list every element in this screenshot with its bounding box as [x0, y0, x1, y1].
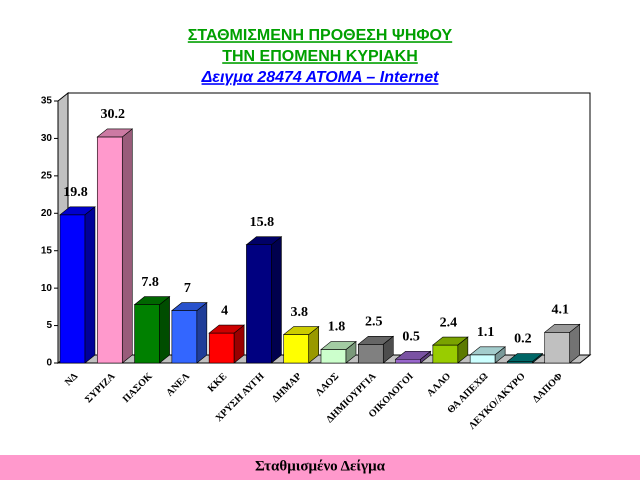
y-tick-label: 15: [41, 245, 53, 256]
value-label: 2.4: [440, 315, 458, 330]
y-tick-label: 10: [41, 283, 53, 294]
value-label: 30.2: [101, 107, 126, 122]
bar-top: [357, 335, 395, 345]
bar: [59, 206, 96, 364]
value-label: 3.8: [290, 305, 308, 320]
bar-top: [320, 341, 357, 350]
bar-front: [357, 343, 384, 364]
bar-top: [245, 236, 283, 246]
bar-top: [96, 128, 134, 138]
bar-side: [84, 206, 96, 364]
bar: [357, 335, 395, 364]
chart-title: ΤΗΝ ΕΠΟΜΕΝΗ ΚΥΡΙΑΚΗ: [222, 48, 418, 65]
chart-title: ΣΤΑΘΜΙΣΜΕΝΗ ΠΡΟΘΕΣΗ ΨΗΦΟΥ: [188, 27, 453, 44]
x-tick-label: ΠΑΣΟΚ: [121, 371, 155, 405]
value-label: 7.8: [141, 275, 159, 290]
bar-top: [394, 350, 432, 360]
bar-front: [171, 310, 198, 364]
bar-front: [96, 136, 123, 364]
value-label: 1.1: [477, 325, 495, 340]
x-tick-label: ΑΛΛΟ: [425, 371, 453, 399]
y-tick-label: 35: [41, 96, 53, 107]
bar-side: [121, 128, 133, 364]
bar-front: [208, 332, 235, 364]
x-tick-label: ΔΗΜΑΡ: [270, 371, 304, 405]
y-tick-label: 25: [41, 170, 53, 181]
value-label: 2.5: [365, 315, 383, 330]
bar: [469, 346, 506, 364]
y-tick-label: 0: [46, 358, 52, 369]
bar-top: [432, 336, 469, 346]
bar: [320, 340, 357, 364]
bar-front: [432, 344, 459, 364]
value-label: 4.1: [551, 303, 569, 318]
bar-front: [134, 304, 160, 364]
x-tick-label: ΝΔ: [63, 370, 81, 388]
bar: [245, 236, 283, 364]
x-tick-label: ΚΚΕ: [206, 371, 230, 395]
footer: Σταθμισμένο Δείγμα: [255, 458, 386, 474]
x-tick-label: ΣΥΡΙΖΑ: [83, 370, 118, 405]
bar-front: [469, 354, 496, 364]
bar-top: [469, 346, 506, 356]
bar-front: [283, 334, 310, 364]
bar-top: [133, 296, 171, 305]
bar: [394, 350, 432, 364]
value-label: 0.2: [514, 332, 532, 347]
bar: [506, 352, 544, 364]
bar-top: [282, 326, 320, 335]
bar: [543, 323, 581, 364]
bar: [208, 324, 245, 364]
value-label: 1.8: [328, 320, 346, 335]
y-tick-label: 5: [46, 320, 52, 331]
value-label: 4: [221, 303, 228, 318]
bar: [282, 325, 320, 364]
bar-side: [271, 236, 282, 364]
x-tick-label: ΛΑΟΣ: [314, 371, 342, 399]
bar: [96, 128, 134, 364]
bar: [171, 301, 208, 364]
bar: [432, 336, 469, 364]
bar-top: [543, 324, 581, 333]
bar-front: [320, 349, 347, 364]
bar-side: [159, 295, 170, 364]
value-label: 7: [184, 281, 191, 296]
chart-title: Δειγμα 28474 ΑΤΟΜΑ – Internet: [201, 69, 440, 86]
x-tick-label: ΑΝΕΛ: [164, 370, 192, 398]
footer-band: [0, 455, 640, 480]
bar-top: [59, 206, 96, 216]
bar-front: [59, 214, 86, 364]
bar-top: [208, 324, 245, 334]
y-tick-label: 30: [41, 133, 53, 144]
y-tick-label: 20: [41, 208, 53, 219]
bar: [133, 295, 171, 364]
bar-front: [395, 358, 421, 364]
bar-front: [544, 332, 571, 364]
value-label: 0.5: [402, 329, 420, 344]
value-label: 19.8: [63, 185, 88, 200]
bar-top: [506, 353, 544, 362]
x-tick-label: ΔΑΠΟΦ: [531, 371, 565, 405]
bar-front: [246, 244, 272, 364]
bar-side: [196, 301, 208, 364]
bar-top: [171, 302, 208, 311]
value-label: 15.8: [250, 215, 275, 230]
